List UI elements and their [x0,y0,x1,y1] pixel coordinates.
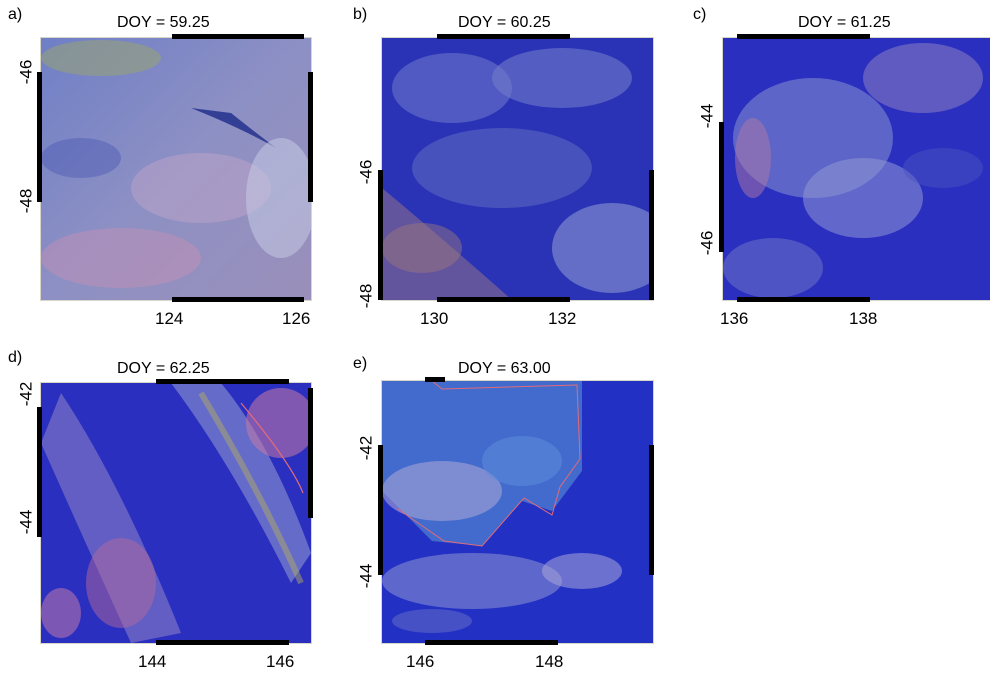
satellite-image [381,380,654,644]
frame-bar-top [737,34,870,39]
panel-label: e) [353,355,368,372]
frame-bar-top [425,377,445,382]
y-tick: -44 [16,509,36,535]
frame-bar-right [649,170,654,300]
x-tick: 132 [548,309,577,328]
frame-bar-bottom [437,297,570,302]
panel-title: DOY = 59.25 [117,14,210,31]
frame-bar-left [719,122,724,252]
x-tick: 144 [138,652,167,671]
panel-label: a) [8,6,23,23]
x-tick: 146 [406,652,435,671]
frame-bar-left [37,72,42,202]
frame-bar-top [172,34,304,39]
y-tick: -44 [356,563,376,589]
frame-bar-bottom [172,297,304,302]
panel-title: DOY = 63.00 [458,360,551,377]
x-tick: 130 [420,309,449,328]
x-tick: 124 [155,309,184,328]
satellite-image [40,37,312,301]
x-tick: 138 [849,309,878,328]
frame-bar-bottom [737,297,870,302]
y-tick: -46 [16,59,36,85]
panel-label: d) [8,349,23,366]
panel-title: DOY = 62.25 [117,360,210,377]
satellite-image [381,37,654,301]
panel-label: b) [353,6,368,23]
x-tick: 146 [266,652,295,671]
frame-bar-top [437,34,570,39]
panel-title: DOY = 61.25 [798,14,891,31]
frame-bar-right [649,445,654,575]
frame-bar-left [37,407,42,537]
satellite-image [722,37,990,301]
frame-bar-bottom [425,640,558,645]
y-tick: -46 [697,230,717,256]
frame-bar-right [308,72,313,202]
panel-label: c) [693,6,707,23]
x-tick: 148 [535,652,564,671]
satellite-image [40,382,312,644]
x-tick: 136 [720,309,749,328]
y-tick: -44 [697,103,717,129]
frame-bar-right [308,388,313,518]
frame-bar-left [378,170,383,300]
frame-bar-top [156,379,289,384]
x-tick: 126 [282,309,311,328]
y-tick: -48 [16,188,36,214]
y-tick: -42 [356,435,376,461]
y-tick: -46 [356,159,376,185]
y-tick: -42 [16,381,36,407]
y-tick: -48 [356,283,376,309]
frame-bar-left [378,445,383,575]
frame-bar-bottom [156,640,289,645]
panel-title: DOY = 60.25 [458,14,551,31]
